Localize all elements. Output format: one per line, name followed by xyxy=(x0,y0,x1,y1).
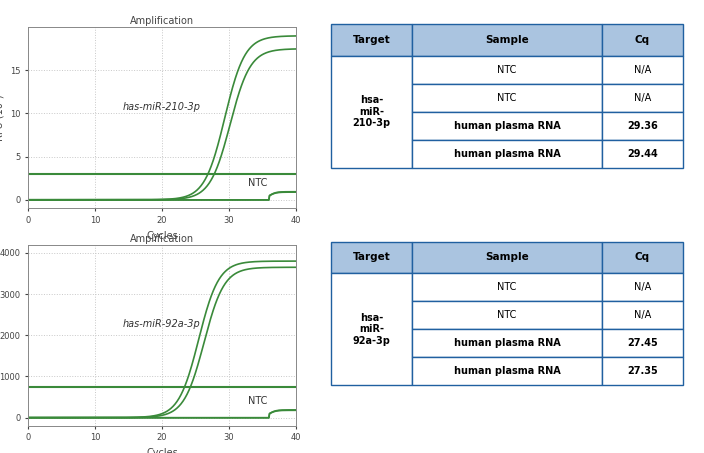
Text: Sample: Sample xyxy=(485,35,529,45)
Text: Cq: Cq xyxy=(635,252,650,262)
Y-axis label: RFU (10³): RFU (10³) xyxy=(0,95,4,141)
Text: hsa-
miR-
92a-3p: hsa- miR- 92a-3p xyxy=(353,313,390,346)
X-axis label: Cycles: Cycles xyxy=(146,448,178,453)
Text: Target: Target xyxy=(353,35,390,45)
Text: Target: Target xyxy=(353,252,390,262)
Text: N/A: N/A xyxy=(634,282,651,292)
Text: N/A: N/A xyxy=(634,93,651,103)
Text: Cq: Cq xyxy=(635,35,650,45)
Text: 29.44: 29.44 xyxy=(627,149,658,159)
Text: NTC: NTC xyxy=(497,282,517,292)
Text: 27.45: 27.45 xyxy=(627,338,658,348)
Bar xyxy=(412,274,602,301)
Bar xyxy=(602,56,683,84)
Bar xyxy=(602,357,683,385)
Bar xyxy=(602,274,683,301)
Bar xyxy=(331,56,412,168)
Bar xyxy=(412,112,602,140)
Bar xyxy=(602,241,683,274)
Text: N/A: N/A xyxy=(634,310,651,320)
Bar xyxy=(412,329,602,357)
Bar xyxy=(602,140,683,168)
Text: NTC: NTC xyxy=(497,65,517,75)
Text: human plasma RNA: human plasma RNA xyxy=(453,366,560,376)
Bar xyxy=(412,56,602,84)
Text: human plasma RNA: human plasma RNA xyxy=(453,149,560,159)
Bar xyxy=(602,301,683,329)
Text: has-miR-92a-3p: has-miR-92a-3p xyxy=(123,319,201,329)
Text: NTC: NTC xyxy=(248,396,267,406)
Bar xyxy=(412,241,602,274)
Bar xyxy=(602,24,683,56)
Text: 29.36: 29.36 xyxy=(627,121,658,131)
Text: human plasma RNA: human plasma RNA xyxy=(453,338,560,348)
Title: Amplification: Amplification xyxy=(130,16,194,26)
Title: Amplification: Amplification xyxy=(130,234,194,244)
Bar xyxy=(331,274,412,385)
Bar xyxy=(602,112,683,140)
Text: NTC: NTC xyxy=(497,310,517,320)
Text: 27.35: 27.35 xyxy=(627,366,658,376)
Bar xyxy=(602,84,683,112)
Text: human plasma RNA: human plasma RNA xyxy=(453,121,560,131)
Text: NTC: NTC xyxy=(248,178,267,188)
Text: NTC: NTC xyxy=(497,93,517,103)
Bar xyxy=(412,84,602,112)
Bar xyxy=(331,24,412,56)
Bar xyxy=(412,140,602,168)
Bar xyxy=(412,24,602,56)
Bar xyxy=(412,301,602,329)
X-axis label: Cycles: Cycles xyxy=(146,231,178,241)
Bar xyxy=(602,329,683,357)
Text: N/A: N/A xyxy=(634,65,651,75)
Text: Sample: Sample xyxy=(485,252,529,262)
Text: has-miR-210-3p: has-miR-210-3p xyxy=(123,101,201,111)
Bar xyxy=(412,357,602,385)
Text: hsa-
miR-
210-3p: hsa- miR- 210-3p xyxy=(353,95,391,128)
Bar xyxy=(331,241,412,274)
